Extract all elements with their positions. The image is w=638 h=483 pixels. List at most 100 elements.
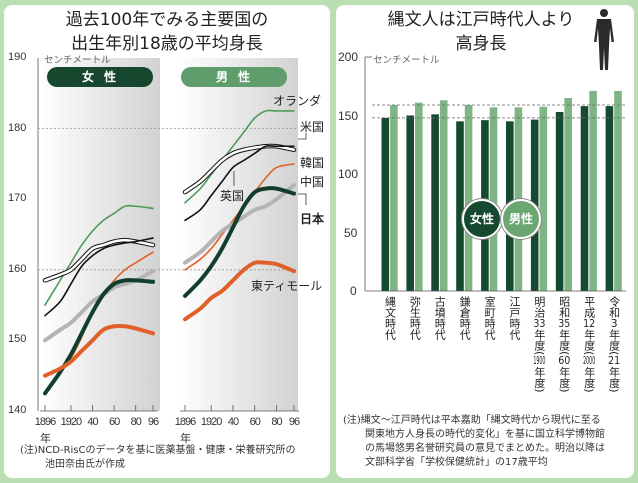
category-label-text: 室町時代 — [483, 296, 497, 340]
left-title-line2: 出生年別18歳の平均身長 — [71, 34, 263, 54]
left-note-line1: (注)NCD-RisCのデータを基に医薬基盤・健康・栄養研究所の — [20, 445, 296, 456]
x-tick-label: 80 — [271, 416, 282, 428]
y-tick-label: 150 — [8, 333, 27, 346]
usa-leader — [298, 133, 307, 140]
line-オランダ — [184, 109, 295, 204]
category-label-text: 縄文時代 — [383, 296, 397, 340]
right-note-line1: (注)縄文～江戸時代は平本嘉助「縄文時代から現代に至る — [343, 415, 601, 426]
line-東ティモール — [43, 323, 155, 378]
line-中国 — [43, 269, 155, 343]
category-label: 縄文時代 — [382, 296, 398, 340]
bar-female — [605, 106, 614, 291]
category-label-text: 古墳時代 — [433, 296, 447, 340]
x-tick-suffix: 年 — [40, 433, 51, 445]
right-note: (注)縄文～江戸時代は平本嘉助「縄文時代から現代に至る 関東地方人身長の時代的変… — [343, 414, 605, 470]
bar-male — [614, 90, 622, 292]
person-silhouette-icon — [594, 9, 614, 70]
bar-male — [589, 90, 597, 292]
bar-female — [580, 106, 589, 291]
category-label-text: 令和3年度 — [607, 296, 621, 351]
label-uk: 英国 — [220, 189, 245, 203]
x-tick-label: 40 — [227, 416, 239, 428]
category-sub-label: (2000年度) — [582, 351, 596, 393]
male-panel-header: 男性 — [181, 67, 287, 87]
x-tick-label: 96 — [147, 416, 159, 428]
bar-female — [381, 117, 390, 291]
right-note-line4: 文部科学省「学校保健統計」の17歳平均 — [365, 457, 548, 468]
category-label-text: 昭和35年度 — [557, 296, 571, 351]
category-label: 鎌倉時代 — [456, 296, 472, 340]
y-tick-label: 0 — [350, 284, 357, 298]
category-label: 弥生時代 — [406, 296, 422, 340]
y-tick-label: 150 — [338, 108, 359, 123]
bar-female — [555, 111, 564, 292]
bar-male — [390, 104, 398, 291]
bar-female — [431, 114, 439, 291]
line-米国 — [43, 238, 155, 282]
y-tick-label: 180 — [8, 121, 27, 134]
category-label-text: 弥生時代 — [408, 296, 422, 340]
x-tick-label: 1920 — [60, 416, 83, 428]
x-tick-label: 60 — [108, 416, 120, 428]
y-tick-label: 190 — [8, 51, 27, 63]
label-china: 中国 — [300, 175, 325, 189]
line-chart — [37, 58, 307, 412]
line-英国 — [184, 144, 295, 222]
label-japan: 日本 — [300, 212, 325, 226]
category-sub-label: (60年度) — [557, 351, 571, 393]
right-unit-label: センチメートル — [373, 55, 440, 66]
x-tick-label: 1920 — [200, 416, 223, 428]
category-label-text: 明治33年度 — [532, 296, 546, 351]
right-note-line3: の馬場悠男名誉研究員の意見でまとめた。明治以降は — [365, 443, 605, 454]
y-tick-label: 140 — [8, 404, 27, 416]
bar-female — [456, 121, 464, 291]
category-label: 昭和35年度 (60年度) — [556, 296, 572, 393]
x-tick-label: 40 — [87, 416, 98, 428]
bar-male — [489, 107, 498, 291]
left-title: 過去100年でみる主要国の 出生年別18歳の平均身長 — [4, 8, 330, 56]
x-tick-suffix: 年 — [180, 433, 191, 445]
bar-male — [415, 102, 423, 291]
legend-male: 男性 — [501, 199, 541, 239]
y-tick-label: 170 — [8, 192, 27, 205]
x-tick-label: 80 — [130, 416, 142, 428]
x-tick-label: 1896 — [174, 416, 197, 428]
right-title: 縄文人は江戸時代人より 高身長 — [336, 8, 626, 56]
female-panel-bg — [40, 58, 160, 411]
right-note-line2: 関東地方人身長の時代的変化」を基に国立科学博物館 — [365, 429, 605, 440]
category-label: 江戸時代 — [506, 296, 522, 340]
y-tick-label: 50 — [344, 225, 358, 240]
line-東ティモール — [183, 260, 296, 322]
category-label-text: 鎌倉時代 — [458, 296, 472, 340]
right-title-line2: 高身長 — [455, 34, 507, 54]
label-usa: 米国 — [300, 120, 325, 134]
female-panel-header: 女性 — [47, 67, 153, 87]
label-netherlands: オランダ — [273, 94, 322, 108]
x-tick-label: 60 — [249, 416, 261, 428]
y-tick-label: 200 — [338, 50, 359, 64]
category-sub-label: (21年度) — [607, 351, 621, 393]
bar-male — [564, 97, 572, 291]
category-label-text: 江戸時代 — [508, 296, 521, 340]
right-title-line1: 縄文人は江戸時代人より — [387, 10, 575, 30]
bar-male — [439, 100, 448, 291]
category-label: 明治33年度 (1900年度) — [531, 296, 547, 393]
left-unit-label: センチメートル — [44, 55, 111, 66]
bar-male — [464, 104, 473, 291]
y-tick-label: 100 — [338, 167, 359, 181]
category-label: 令和3年度 (21年度) — [606, 296, 622, 393]
bar-female — [406, 115, 414, 291]
bar-male — [539, 106, 548, 291]
left-note: (注)NCD-RisCのデータを基に医薬基盤・健康・栄養研究所の 池田奈由氏が作… — [20, 444, 296, 472]
line-英国 — [44, 237, 154, 317]
y-tick-label: 160 — [8, 262, 27, 275]
category-sub-label: (1900年度) — [532, 351, 546, 393]
category-label-text: 平成12年度 — [582, 296, 596, 351]
line-日本 — [183, 186, 296, 298]
x-tick-label: 1896 — [34, 416, 57, 428]
category-label: 平成12年度 (2000年度) — [581, 296, 597, 393]
label-korea: 韓国 — [300, 156, 325, 170]
left-note-line2: 池田奈由氏が作成 — [45, 459, 125, 470]
left-title-line1: 過去100年でみる主要国の — [65, 10, 269, 30]
